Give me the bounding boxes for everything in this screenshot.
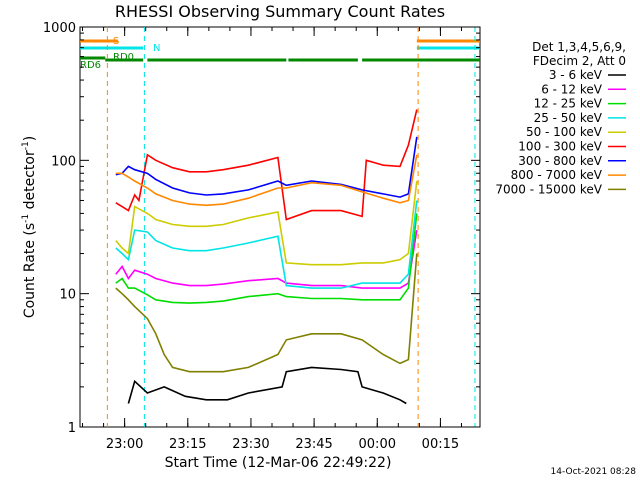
x-axis-ticks: 23:00 23:15 23:30 23:45 00:00 00:15 — [82, 27, 462, 452]
legend-label-s800_7000: 800 - 7000 keV — [511, 168, 603, 182]
legend-label-s100_300: 100 - 300 keV — [518, 140, 602, 154]
series-line-s6_12 — [115, 229, 418, 289]
legend-label-s12_25: 12 - 25 keV — [534, 97, 603, 111]
series-line-s800_7000 — [115, 154, 418, 207]
series-group — [115, 109, 418, 405]
x-tick-label: 23:45 — [295, 437, 332, 452]
x-axis-label: Start Time (12-Mar-06 22:49:22) — [165, 455, 392, 471]
legend-label-s6_12: 6 - 12 keV — [541, 82, 603, 96]
x-tick-label: 23:30 — [232, 437, 269, 452]
segment-label-night: N — [153, 43, 160, 54]
plot-frame — [79, 26, 481, 428]
series-line-s3_6 — [127, 366, 407, 405]
x-tick-label: 00:15 — [422, 437, 459, 452]
legend-label-s25_50: 25 - 50 keV — [534, 111, 603, 125]
series-line-s50_100 — [115, 180, 418, 266]
timestamp: 14-Oct-2021 08:28 — [551, 467, 637, 477]
segment-label-decimation: RD0 — [113, 52, 134, 63]
series-line-s300_800 — [115, 136, 418, 198]
legend-header-line-2: FDecim 2, Att 0 — [533, 54, 626, 68]
y-tick-label: 10 — [59, 288, 76, 303]
y-tick-label: 1000 — [43, 21, 76, 36]
legend-label-s300_800: 300 - 800 keV — [518, 154, 602, 168]
legend: Det 1,3,4,5,6,9, FDecim 2, Att 0 3 - 6 k… — [495, 40, 626, 196]
legend-label-s3_6: 3 - 6 keV — [549, 68, 603, 82]
chart-title: RHESSI Observing Summary Count Rates — [115, 2, 445, 21]
segment-bars: S N RD0 RD6 — [80, 36, 480, 71]
series-line-s12_25 — [115, 213, 418, 304]
legend-header-line-1: Det 1,3,4,5,6,9, — [532, 40, 626, 54]
y-axis-ticks: 1 10 100 1000 — [43, 21, 480, 436]
y-tick-label: 1 — [68, 421, 76, 436]
legend-label-s50_100: 50 - 100 keV — [526, 125, 603, 139]
x-tick-label: 00:00 — [359, 437, 396, 452]
series-line-s100_300 — [115, 109, 418, 221]
legend-label-s7000_15000: 7000 - 15000 keV — [495, 182, 602, 196]
y-axis-label: Count Rate (s-1 detector-1) — [21, 136, 38, 318]
segment-label-decim6: RD6 — [80, 60, 101, 71]
x-tick-label: 23:15 — [169, 437, 206, 452]
x-tick-label: 23:00 — [106, 437, 143, 452]
series-line-s7000_15000 — [115, 253, 418, 373]
y-tick-label: 100 — [51, 154, 76, 169]
segment-label-saa: S — [113, 36, 119, 47]
event-lines — [106, 27, 476, 427]
series-line-s25_50 — [115, 200, 418, 289]
